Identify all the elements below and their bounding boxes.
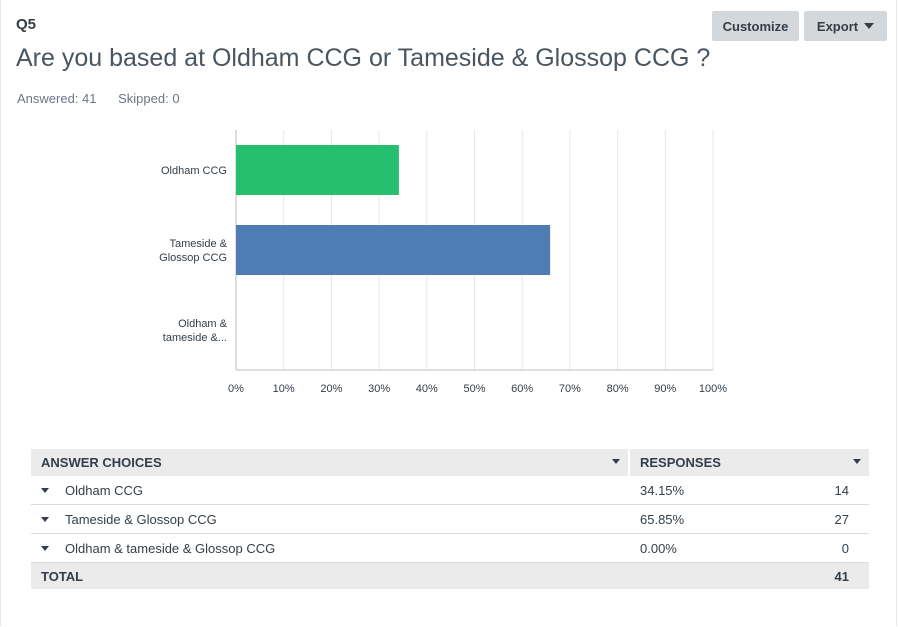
answer-choice: Oldham & tameside & Glossop CCG (65, 540, 276, 556)
table-row: Oldham & tameside & Glossop CCG 0.00% 0 (31, 534, 869, 563)
x-tick-label: 80% (607, 383, 629, 395)
customize-button-label: Customize (722, 18, 789, 34)
header-responses[interactable]: RESPONSES (628, 449, 869, 476)
table-row: Tameside & Glossop CCG 65.85% 27 (31, 505, 869, 534)
answer-choice: Oldham CCG (65, 482, 144, 498)
table-header: ANSWER CHOICES RESPONSES (31, 449, 869, 476)
bar (236, 145, 399, 195)
answer-table: ANSWER CHOICES RESPONSES Oldham CCG 34.1… (31, 449, 869, 589)
bar (236, 225, 551, 275)
expand-caret-icon[interactable] (41, 516, 49, 522)
skipped-count: Skipped: 0 (118, 91, 180, 106)
bar-chart: 0% 10% 20% 30% 40% 50% 60% 70% 80% 90% 100% Oldham … (159, 130, 727, 395)
category-label: Tameside & Glossop CCG (159, 238, 228, 264)
table-row: Oldham CCG 34.15% 14 (31, 476, 869, 505)
response-count: 0 (841, 540, 849, 556)
export-button[interactable]: Export (804, 11, 887, 41)
caret-down-icon (864, 23, 875, 29)
expand-caret-icon[interactable] (41, 545, 49, 551)
x-tick-label: 40% (416, 383, 438, 395)
header-answer-choices[interactable]: ANSWER CHOICES (31, 449, 628, 476)
category-label: Oldham & tameside &... (163, 318, 228, 344)
sort-caret-icon[interactable] (853, 459, 861, 464)
answered-count: Answered: 41 (17, 91, 97, 106)
x-tick-label: 100% (699, 383, 727, 395)
x-tick-label: 0% (228, 383, 244, 395)
category-label: Oldham CCG (161, 165, 227, 177)
expand-caret-icon[interactable] (41, 487, 49, 493)
x-tick-label: 30% (368, 383, 390, 395)
response-stats: Answered: 41 Skipped: 0 (17, 91, 180, 106)
response-percent: 34.15% (640, 482, 685, 498)
x-tick-label: 50% (463, 383, 485, 395)
response-count: 14 (834, 482, 849, 498)
response-percent: 65.85% (640, 511, 685, 527)
x-tick-label: 70% (559, 383, 581, 395)
answer-choice: Tameside & Glossop CCG (65, 511, 217, 527)
export-button-label: Export (816, 18, 859, 34)
response-percent: 0.00% (640, 540, 677, 556)
question-title: Are you based at Oldham CCG or Tameside … (16, 44, 711, 72)
question-number: Q5 (16, 16, 37, 33)
x-tick-label: 10% (273, 383, 295, 395)
total-label: TOTAL (41, 568, 84, 584)
customize-button[interactable]: Customize (712, 11, 799, 41)
sort-caret-icon[interactable] (612, 459, 620, 464)
x-tick-label: 20% (320, 383, 342, 395)
table-total-row: TOTAL 41 (31, 563, 869, 589)
total-count: 41 (834, 568, 849, 584)
x-tick-label: 90% (654, 383, 676, 395)
response-count: 27 (834, 511, 849, 527)
x-tick-label: 60% (511, 383, 533, 395)
